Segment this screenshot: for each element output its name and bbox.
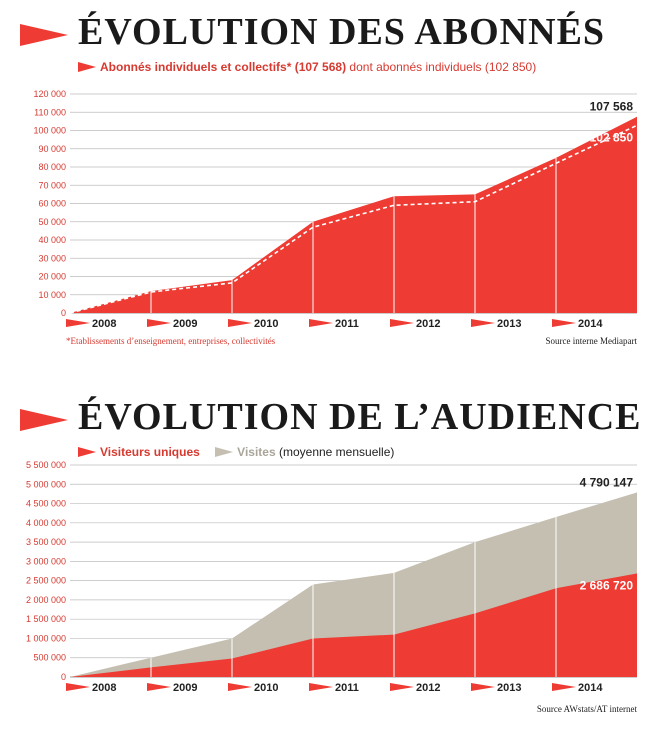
data-label: 4 790 147	[580, 475, 634, 489]
x-tick-arrow-icon	[552, 683, 576, 691]
x-tick-label: 2010	[254, 318, 278, 330]
legend-arrow-icon	[215, 447, 234, 457]
chart-title: ÉVOLUTION DES ABONNÉS	[78, 11, 606, 53]
x-tick-label: 2009	[173, 318, 197, 330]
x-tick-arrow-icon	[147, 683, 171, 691]
y-tick-label: 4 000 000	[26, 518, 66, 528]
x-tick-arrow-icon	[228, 319, 252, 327]
legend-entry-primary: Visiteurs uniques	[100, 445, 200, 459]
y-tick-label: 70 000	[38, 180, 66, 190]
y-tick-label: 3 500 000	[26, 537, 66, 547]
legend-arrow-icon	[78, 62, 96, 72]
x-tick-arrow-icon	[228, 683, 252, 691]
legend-entry-primary: Abonnés individuels et collectifs* (107 …	[100, 60, 347, 74]
chart-title: ÉVOLUTION DE L’AUDIENCE	[78, 396, 642, 438]
y-tick-label: 20 000	[38, 272, 66, 282]
data-label: 107 568	[590, 100, 634, 114]
y-tick-label: 80 000	[38, 162, 66, 172]
y-tick-label: 0	[61, 308, 66, 318]
y-tick-label: 90 000	[38, 144, 66, 154]
y-tick-label: 110 000	[34, 107, 66, 117]
x-tick-arrow-icon	[552, 319, 576, 327]
x-tick-arrow-icon	[390, 683, 414, 691]
y-tick-label: 5 500 000	[26, 460, 66, 470]
y-tick-label: 1 000 000	[26, 633, 66, 643]
chart-source: Source interne Mediapart	[545, 336, 637, 346]
legend-arrow-icon	[78, 447, 96, 457]
x-tick-arrow-icon	[390, 319, 414, 327]
y-tick-label: 50 000	[38, 217, 66, 227]
x-tick-label: 2009	[173, 682, 197, 694]
chart-source: Source AWstats/AT internet	[536, 704, 637, 714]
x-tick-label: 2008	[92, 682, 116, 694]
x-tick-label: 2013	[497, 318, 521, 330]
y-tick-label: 0	[61, 672, 66, 682]
x-tick-label: 2012	[416, 682, 440, 694]
audience-chart-panel: 0 500 000 1 000 000 1 500 000 2 000 000 2 500…	[0, 385, 661, 731]
chart-legend: Visiteurs uniques Visites (moyenne mensu…	[78, 445, 394, 459]
legend-entry-secondary: Visites	[237, 445, 276, 459]
x-tick-arrow-icon	[66, 683, 90, 691]
y-tick-label: 120 000	[33, 89, 66, 99]
x-tick-arrow-icon	[309, 319, 333, 327]
legend-entry-secondary: dont abonnés individuels (102 850)	[349, 60, 537, 74]
subscribers-chart: 0 10 000 20 000 30 000 40 000 50 000 60 000 70 …	[33, 89, 638, 330]
data-label: 102 850	[590, 130, 634, 144]
x-tick-arrow-icon	[66, 319, 90, 327]
y-tick-label: 3 000 000	[26, 556, 66, 566]
legend-entry-note: (moyenne mensuelle)	[278, 445, 395, 459]
audience-chart: 0 500 000 1 000 000 1 500 000 2 000 000 2 500…	[26, 460, 637, 694]
series-area-1	[70, 573, 637, 677]
x-tick-label: 2013	[497, 682, 521, 694]
x-tick-label: 2011	[335, 682, 359, 694]
data-label: 2 686 720	[580, 578, 634, 592]
chart-legend: Abonnés individuels et collectifs* (107 …	[78, 60, 536, 74]
y-tick-label: 1 500 000	[26, 614, 66, 624]
title-arrow-icon	[20, 24, 68, 46]
y-tick-label: 10 000	[38, 290, 66, 300]
series-area-0	[70, 116, 637, 313]
x-tick-label: 2010	[254, 682, 278, 694]
y-tick-label: 60 000	[38, 199, 66, 209]
x-tick-arrow-icon	[471, 683, 495, 691]
x-tick-label: 2014	[578, 318, 603, 330]
y-tick-label: 2 000 000	[26, 595, 66, 605]
y-tick-label: 500 000	[33, 653, 66, 663]
y-tick-label: 100 000	[33, 126, 66, 136]
chart-footnote: *Etablissements d’enseignement, entrepri…	[66, 336, 276, 346]
y-tick-label: 2 500 000	[26, 576, 66, 586]
y-tick-label: 5 000 000	[26, 479, 66, 489]
x-tick-label: 2012	[416, 318, 440, 330]
subscribers-chart-panel: 0 10 000 20 000 30 000 40 000 50 000 60 000 70 …	[0, 0, 661, 360]
x-tick-arrow-icon	[147, 319, 171, 327]
title-arrow-icon	[20, 409, 68, 431]
y-tick-label: 4 500 000	[26, 499, 66, 509]
y-tick-label: 30 000	[38, 253, 66, 263]
x-tick-arrow-icon	[471, 319, 495, 327]
x-tick-label: 2008	[92, 318, 116, 330]
x-tick-label: 2014	[578, 682, 603, 694]
y-tick-label: 40 000	[38, 235, 66, 245]
x-tick-arrow-icon	[309, 683, 333, 691]
x-tick-label: 2011	[335, 318, 359, 330]
